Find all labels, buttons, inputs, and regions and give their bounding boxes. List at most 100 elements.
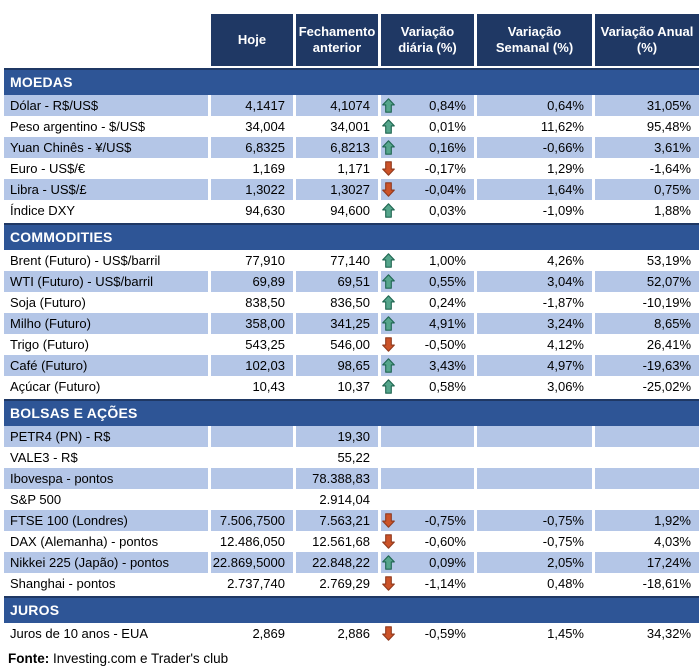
variacao-semanal-value: -0,75% <box>477 510 592 531</box>
hoje-value: 77,910 <box>245 253 285 268</box>
variacao-semanal-value: 11,62% <box>540 119 584 134</box>
variacao-semanal-value: 4,12% <box>547 337 584 352</box>
variacao-diaria-value: 0,09% <box>429 555 466 570</box>
hoje-value: 22.869,5000 <box>211 552 293 573</box>
up-arrow-icon <box>382 140 395 155</box>
section-header-commodities: COMMODITIES <box>4 223 699 250</box>
up-arrow-icon <box>382 555 395 570</box>
fechamento-anterior-value: 10,37 <box>337 379 370 394</box>
table-row: Peso argentino - $/US$ 34,004 34,001 0,01% 1… <box>4 116 699 137</box>
variacao-diaria-cell <box>381 468 474 489</box>
hoje-value: 4,1417 <box>211 95 293 116</box>
variacao-diaria-value: -0,75% <box>424 513 466 528</box>
up-arrow-icon <box>382 295 395 310</box>
fechamento-anterior-value: 12.561,68 <box>312 534 370 549</box>
hoje-value: 102,03 <box>211 355 293 376</box>
hoje-value: 94,630 <box>245 203 285 218</box>
variacao-diaria-cell: -1,14% <box>381 573 474 594</box>
variacao-anual-value: -18,61% <box>642 576 691 591</box>
variacao-anual-value <box>595 426 699 447</box>
variacao-anual-value <box>595 489 699 510</box>
hoje-value <box>211 426 293 447</box>
variacao-diaria-value: 0,84% <box>429 98 466 113</box>
down-arrow-icon <box>382 161 395 176</box>
column-header-3: Variação diária (%) <box>381 14 474 66</box>
variacao-anual-value: 53,19% <box>646 253 691 268</box>
down-arrow-icon <box>382 576 395 591</box>
variacao-semanal-value: 1,29% <box>547 161 584 176</box>
row-label: Juros de 10 anos - EUA <box>10 626 149 641</box>
variacao-semanal-value: 3,24% <box>477 313 592 334</box>
variacao-diaria-cell: 0,84% <box>381 95 474 116</box>
hoje-value: 1,169 <box>252 161 285 176</box>
fechamento-anterior-value: 69,51 <box>296 271 378 292</box>
variacao-diaria-cell: 0,01% <box>381 116 474 137</box>
down-arrow-icon <box>382 534 395 549</box>
fechamento-anterior-value: 546,00 <box>330 337 370 352</box>
variacao-diaria-value: 0,16% <box>429 140 466 155</box>
table-row: Açúcar (Futuro) 10,43 10,37 0,58% 3,06% -25,0… <box>4 376 699 397</box>
down-arrow-icon <box>382 337 395 352</box>
table-row: VALE3 - R$ 55,22 <box>4 447 699 468</box>
fechamento-anterior-value: 2,886 <box>337 626 370 641</box>
variacao-anual-value: 52,07% <box>595 271 699 292</box>
variacao-diaria-value: 0,01% <box>429 119 466 134</box>
variacao-anual-value <box>595 447 699 468</box>
row-label: Índice DXY <box>10 203 76 218</box>
fechamento-anterior-value: 55,22 <box>337 450 370 465</box>
hoje-value: 6,8325 <box>211 137 293 158</box>
row-label: Euro - US$/€ <box>10 161 86 176</box>
variacao-diaria-cell: -0,50% <box>381 334 474 355</box>
fechamento-anterior-value: 2.769,29 <box>319 576 370 591</box>
source-text: Investing.com e Trader's club <box>49 651 229 666</box>
variacao-anual-value: 17,24% <box>595 552 699 573</box>
row-label: Libra - US$/£ <box>4 179 208 200</box>
variacao-diaria-value: 4,91% <box>429 316 466 331</box>
variacao-diaria-value: 3,43% <box>429 358 466 373</box>
up-arrow-icon <box>382 119 395 134</box>
fechamento-anterior-value: 94,600 <box>330 203 370 218</box>
row-label: Café (Futuro) <box>4 355 208 376</box>
hoje-value: 358,00 <box>211 313 293 334</box>
column-header-4: Variação Semanal (%) <box>477 14 592 66</box>
up-arrow-icon <box>382 253 395 268</box>
variacao-semanal-value <box>477 426 592 447</box>
variacao-diaria-cell: 0,16% <box>381 137 474 158</box>
variacao-semanal-value: 0,48% <box>547 576 584 591</box>
variacao-semanal-value: 3,06% <box>547 379 584 394</box>
variacao-diaria-cell: 4,91% <box>381 313 474 334</box>
variacao-diaria-cell: 0,55% <box>381 271 474 292</box>
fechamento-anterior-value: 6,8213 <box>296 137 378 158</box>
down-arrow-icon <box>382 182 395 197</box>
fechamento-anterior-value: 341,25 <box>296 313 378 334</box>
fechamento-anterior-value: 77,140 <box>330 253 370 268</box>
variacao-anual-value: 0,75% <box>595 179 699 200</box>
column-header-row: Hoje Fechamento anterior Variação diária (… <box>4 14 699 66</box>
row-label: Dólar - R$/US$ <box>4 95 208 116</box>
source-note: Fonte: Investing.com e Trader's club <box>4 649 699 669</box>
table-row: FTSE 100 (Londres) 7.506,7500 7.563,21 -0,7… <box>4 510 699 531</box>
table-row: PETR4 (PN) - R$ 19,30 <box>4 426 699 447</box>
header-spacer <box>4 14 208 66</box>
variacao-anual-value: 34,32% <box>646 626 691 641</box>
variacao-diaria-value: -0,60% <box>424 534 466 549</box>
row-label: Nikkei 225 (Japão) - pontos <box>4 552 208 573</box>
table-row: Libra - US$/£ 1,3022 1,3027 -0,04% 1,64% 0,75… <box>4 179 699 200</box>
variacao-anual-value: -25,02% <box>642 379 691 394</box>
table-row: Café (Futuro) 102,03 98,65 3,43% 4,97% -19,63… <box>4 355 699 376</box>
table-row: Milho (Futuro) 358,00 341,25 4,91% 3,24% 8,65… <box>4 313 699 334</box>
column-header-1: Hoje <box>211 14 293 66</box>
variacao-anual-value: 3,61% <box>595 137 699 158</box>
variacao-semanal-value: 1,45% <box>547 626 584 641</box>
variacao-semanal-value: -0,66% <box>477 137 592 158</box>
variacao-diaria-value: 0,58% <box>429 379 466 394</box>
variacao-diaria-cell <box>381 489 474 510</box>
variacao-anual-value: 95,48% <box>646 119 691 134</box>
hoje-value: 2,869 <box>252 626 285 641</box>
variacao-diaria-value: 0,24% <box>429 295 466 310</box>
fechamento-anterior-value: 98,65 <box>296 355 378 376</box>
row-label: FTSE 100 (Londres) <box>4 510 208 531</box>
fechamento-anterior-value: 2.914,04 <box>319 492 370 507</box>
table-row: Juros de 10 anos - EUA 2,869 2,886 -0,59% 1,… <box>4 623 699 644</box>
up-arrow-icon <box>382 203 395 218</box>
